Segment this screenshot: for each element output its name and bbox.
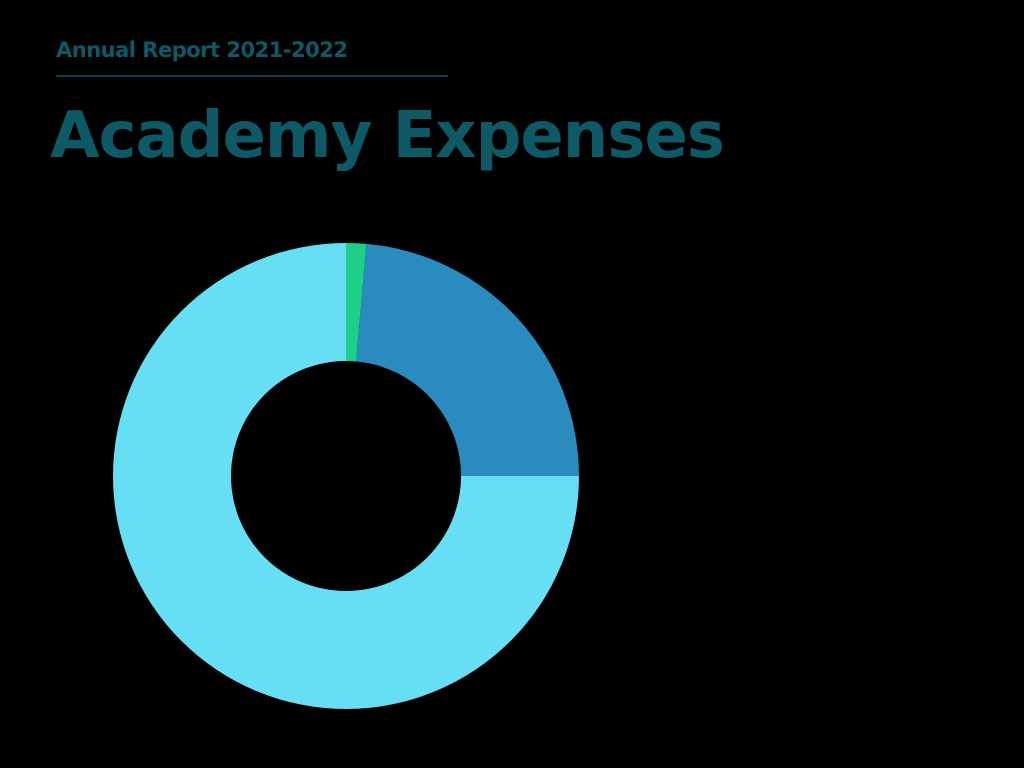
donut-slice [113, 243, 579, 709]
donut-slice [346, 243, 367, 362]
donut-slice [356, 243, 579, 476]
donut [113, 243, 579, 709]
subtitle: Annual Report 2021-2022 [56, 38, 347, 62]
chart-title: Academy Expenses [50, 99, 724, 173]
